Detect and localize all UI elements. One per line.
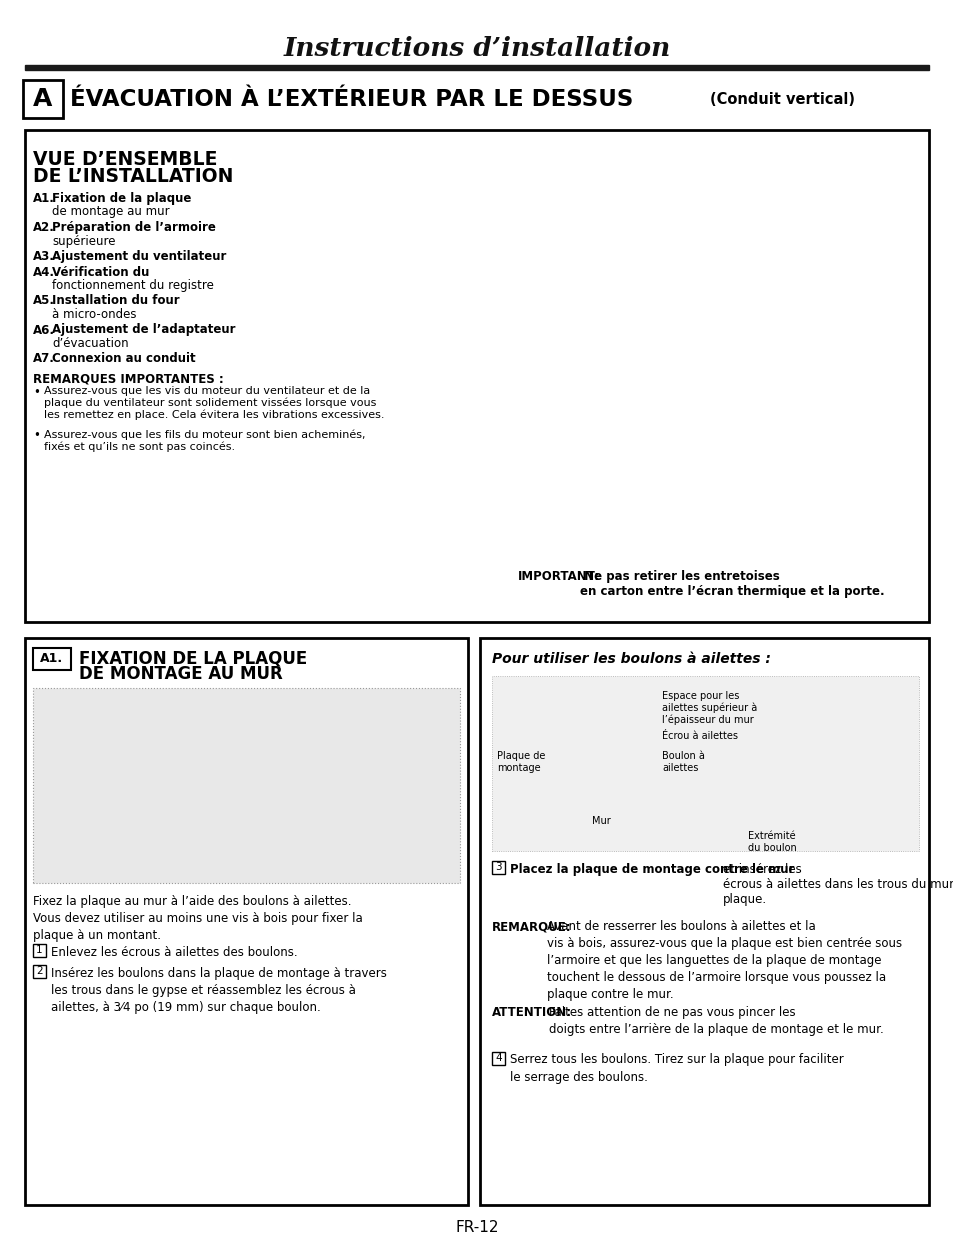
Text: IMPORTANT:: IMPORTANT: — [517, 569, 599, 583]
Text: 2: 2 — [36, 967, 43, 977]
Text: A6.: A6. — [33, 323, 55, 337]
Text: fonctionnement du registre: fonctionnement du registre — [52, 279, 213, 292]
Text: à micro-ondes: à micro-ondes — [52, 308, 136, 321]
Text: Ne pas retirer les entretoises
en carton entre l’écran thermique et la porte.: Ne pas retirer les entretoises en carton… — [579, 569, 883, 598]
Text: A1.: A1. — [40, 652, 64, 666]
Text: DE MONTAGE AU MUR: DE MONTAGE AU MUR — [79, 665, 282, 683]
Text: Placez la plaque de montage contre le mur: Placez la plaque de montage contre le mu… — [510, 863, 794, 877]
Text: Pour utiliser les boulons à ailettes :: Pour utiliser les boulons à ailettes : — [492, 652, 770, 666]
Bar — [33, 647, 71, 670]
Text: Plaque de
montage: Plaque de montage — [497, 751, 545, 773]
Bar — [25, 66, 928, 71]
Text: A4.: A4. — [33, 265, 55, 279]
Text: Fixation de la plaque: Fixation de la plaque — [52, 192, 192, 206]
Text: Instructions d’installation: Instructions d’installation — [283, 36, 670, 61]
Text: et insérez les
écrous à ailettes dans les trous du mur pour fixer la
plaque.: et insérez les écrous à ailettes dans le… — [722, 863, 953, 906]
Bar — [479, 638, 928, 1205]
Text: Faites attention de ne pas vous pincer les
doigts entre l’arrière de la plaque d: Faites attention de ne pas vous pincer l… — [548, 1006, 882, 1036]
Text: Écrou à ailettes: Écrou à ailettes — [661, 730, 738, 742]
Text: Assurez-vous que les fils du moteur sont bien acheminés,
fixés et qu’ils ne sont: Assurez-vous que les fils du moteur sont… — [44, 430, 365, 452]
Text: A5.: A5. — [33, 295, 55, 307]
Bar — [33, 964, 46, 978]
Text: ÉVACUATION À L’EXTÉRIEUR PAR LE DESSUS: ÉVACUATION À L’EXTÉRIEUR PAR LE DESSUS — [70, 88, 633, 110]
Bar — [33, 688, 459, 883]
Text: (Conduit vertical): (Conduit vertical) — [709, 92, 854, 106]
Text: REMARQUE:: REMARQUE: — [492, 920, 571, 933]
Text: A: A — [33, 87, 52, 111]
Text: Insérez les boulons dans la plaque de montage à travers
les trous dans le gypse : Insérez les boulons dans la plaque de mo… — [51, 967, 387, 1014]
Text: Installation du four: Installation du four — [52, 295, 179, 307]
Text: Boulon à
ailettes: Boulon à ailettes — [661, 751, 704, 773]
Bar — [492, 860, 504, 874]
Bar — [23, 80, 63, 118]
Text: Enlevez les écrous à ailettes des boulons.: Enlevez les écrous à ailettes des boulon… — [51, 946, 297, 958]
Text: Mur: Mur — [592, 816, 610, 826]
Text: Assurez-vous que les vis du moteur du ventilateur et de la
plaque du ventilateur: Assurez-vous que les vis du moteur du ve… — [44, 386, 384, 421]
Text: Avant de resserrer les boulons à ailettes et la
vis à bois, assurez-vous que la : Avant de resserrer les boulons à ailette… — [546, 920, 902, 1002]
Text: Ajustement de l’adaptateur: Ajustement de l’adaptateur — [52, 323, 235, 337]
Text: A1.: A1. — [33, 192, 55, 206]
Text: A7.: A7. — [33, 353, 55, 365]
Text: VUE D’ENSEMBLE: VUE D’ENSEMBLE — [33, 150, 217, 170]
Text: Préparation de l’armoire: Préparation de l’armoire — [52, 222, 215, 234]
Bar — [33, 943, 46, 957]
Bar — [492, 676, 918, 851]
Text: DE L’INSTALLATION: DE L’INSTALLATION — [33, 167, 233, 186]
Text: supérieure: supérieure — [52, 234, 115, 248]
Text: ATTENTION:: ATTENTION: — [492, 1006, 572, 1019]
Text: d’évacuation: d’évacuation — [52, 337, 129, 350]
Text: Vérification du: Vérification du — [52, 265, 150, 279]
Text: FR-12: FR-12 — [455, 1221, 498, 1236]
Text: •: • — [33, 386, 40, 399]
Text: de montage au mur: de montage au mur — [52, 206, 170, 218]
Bar — [492, 1051, 504, 1065]
Text: A3.: A3. — [33, 250, 55, 262]
Text: Espace pour les
ailettes supérieur à
l’épaisseur du mur: Espace pour les ailettes supérieur à l’é… — [661, 691, 757, 725]
Text: Serrez tous les boulons. Tirez sur la plaque pour faciliter
le serrage des boulo: Serrez tous les boulons. Tirez sur la pl… — [510, 1054, 842, 1083]
Text: REMARQUES IMPORTANTES :: REMARQUES IMPORTANTES : — [33, 371, 224, 385]
Bar — [25, 130, 928, 621]
Text: Connexion au conduit: Connexion au conduit — [52, 353, 195, 365]
Bar — [25, 638, 468, 1205]
Text: Fixez la plaque au mur à l’aide des boulons à ailettes.
Vous devez utiliser au m: Fixez la plaque au mur à l’aide des boul… — [33, 895, 362, 942]
Text: 4: 4 — [495, 1054, 501, 1063]
Text: A2.: A2. — [33, 222, 55, 234]
Text: •: • — [33, 430, 40, 442]
Text: FIXATION DE LA PLAQUE: FIXATION DE LA PLAQUE — [79, 650, 307, 669]
Text: 3: 3 — [495, 863, 501, 873]
Text: 1: 1 — [36, 945, 43, 954]
Text: Extrémité
du boulon: Extrémité du boulon — [747, 831, 796, 853]
Text: Ajustement du ventilateur: Ajustement du ventilateur — [52, 250, 226, 262]
